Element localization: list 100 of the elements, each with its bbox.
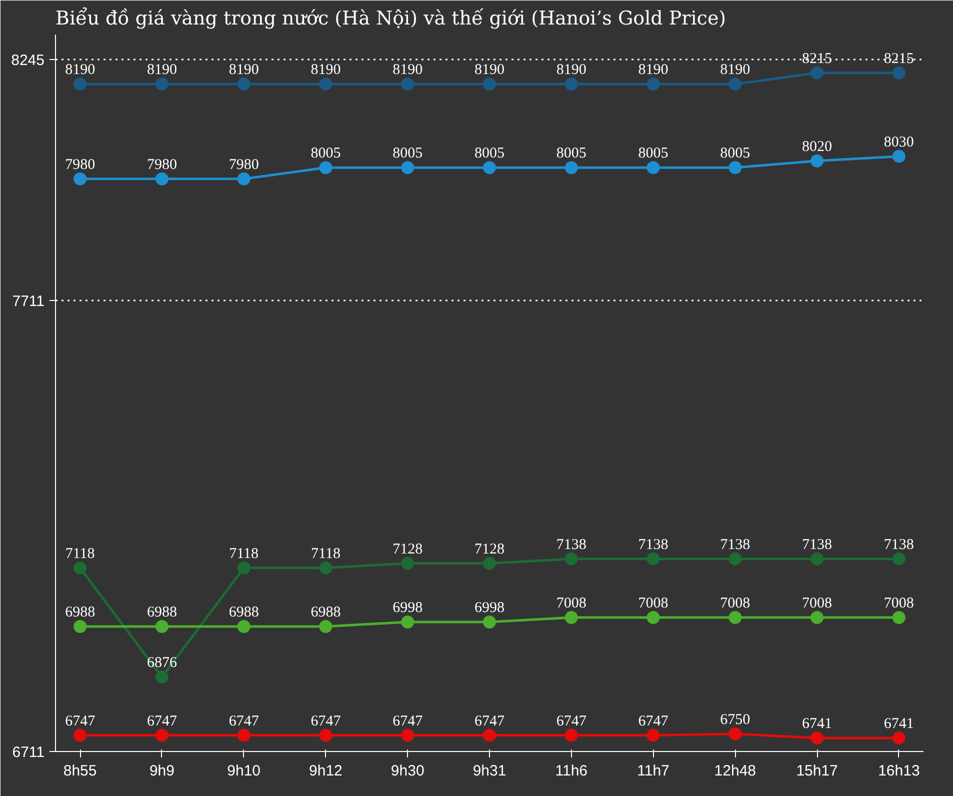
- point: [483, 616, 496, 628]
- point: [728, 78, 742, 91]
- point: [646, 161, 660, 174]
- data-label: 6747: [65, 713, 96, 730]
- data-label: 6747: [146, 713, 178, 730]
- data-label: 6998: [474, 600, 504, 616]
- data-label: 7980: [65, 156, 96, 173]
- data-label: 6998: [392, 600, 423, 616]
- point: [646, 610, 660, 624]
- data-label: 6988: [310, 604, 341, 621]
- data-label: 8190: [556, 62, 586, 78]
- point: [892, 552, 906, 566]
- data-label: 7008: [720, 595, 750, 612]
- point: [810, 731, 824, 744]
- point: [728, 161, 742, 174]
- data-label: 8030: [884, 134, 914, 150]
- point: [319, 78, 332, 91]
- data-label: 8190: [720, 62, 750, 78]
- point: [483, 728, 496, 742]
- data-label: 7118: [311, 546, 340, 562]
- data-label: 7138: [556, 536, 586, 553]
- point: [810, 552, 824, 566]
- x-tick-label: 11h7: [637, 762, 670, 780]
- point: [401, 728, 414, 742]
- point: [646, 728, 660, 742]
- data-label: 7008: [802, 595, 832, 612]
- point: [155, 172, 168, 186]
- data-label: 8215: [802, 50, 832, 67]
- point: [728, 552, 742, 566]
- point: [483, 78, 496, 91]
- data-label: 7118: [65, 546, 95, 562]
- data-label: 7128: [392, 541, 423, 558]
- point: [892, 610, 906, 624]
- x-tick-label: 9h30: [390, 762, 424, 780]
- data-label: 7138: [638, 536, 668, 553]
- point: [892, 66, 906, 80]
- point: [728, 727, 742, 740]
- point: [810, 154, 824, 168]
- data-label: 6988: [228, 604, 259, 621]
- data-label: 6747: [474, 713, 505, 730]
- data-label: 6747: [638, 713, 669, 730]
- point: [810, 66, 824, 80]
- x-tick-label: 16h13: [878, 762, 920, 780]
- data-label: 6876: [146, 655, 178, 672]
- data-label: 8005: [556, 146, 586, 162]
- data-label: 7118: [229, 546, 259, 562]
- data-label: 7008: [884, 595, 914, 612]
- point: [319, 620, 332, 633]
- data-label: 6988: [146, 604, 177, 621]
- data-label: 7008: [556, 595, 586, 612]
- data-label: 6747: [228, 713, 260, 730]
- point: [74, 78, 87, 91]
- point: [74, 561, 87, 574]
- data-label: 8005: [310, 146, 341, 162]
- data-label: 7008: [638, 595, 668, 612]
- data-label: 8190: [65, 62, 96, 78]
- point: [810, 610, 824, 624]
- point: [646, 552, 660, 566]
- data-label: 7138: [802, 536, 832, 553]
- point: [646, 78, 660, 91]
- point: [401, 616, 414, 628]
- point: [401, 78, 414, 91]
- x-tick-label: 12h48: [714, 762, 756, 780]
- data-label: 6741: [884, 716, 914, 732]
- chart-title: Biểu đồ giá vàng trong nước (Hà Nội) và thế giới (Hanoi’s Gold Price): [56, 6, 726, 30]
- data-label: 8190: [228, 62, 259, 78]
- point: [319, 561, 332, 574]
- data-label: 8215: [884, 50, 914, 67]
- data-label: 8190: [638, 62, 668, 78]
- point: [155, 78, 168, 91]
- y-tick-label: 7711: [12, 292, 45, 310]
- data-label: 7980: [146, 156, 177, 173]
- point: [74, 728, 87, 742]
- point: [319, 728, 332, 742]
- y-tick-label: 6711: [12, 744, 45, 761]
- point: [483, 161, 496, 174]
- data-label: 8005: [638, 146, 668, 162]
- point: [401, 556, 414, 570]
- x-tick-label: 9h10: [227, 762, 261, 780]
- x-tick-label: 15h17: [796, 762, 838, 780]
- point: [483, 556, 496, 570]
- point: [74, 172, 87, 186]
- point: [564, 78, 578, 91]
- point: [564, 610, 578, 624]
- point: [564, 552, 578, 566]
- data-label: 8005: [474, 146, 504, 162]
- point: [155, 620, 168, 633]
- point: [237, 620, 250, 633]
- point: [892, 731, 906, 744]
- point: [401, 161, 414, 174]
- point: [74, 620, 87, 633]
- point: [237, 78, 250, 91]
- data-label: 7138: [884, 536, 914, 553]
- data-label: 8020: [802, 138, 832, 155]
- point: [564, 161, 578, 174]
- data-label: 6747: [392, 713, 424, 730]
- data-label: 7980: [228, 156, 259, 173]
- point: [155, 670, 168, 684]
- x-tick-label: 11h6: [555, 762, 588, 780]
- data-label: 7128: [474, 541, 504, 558]
